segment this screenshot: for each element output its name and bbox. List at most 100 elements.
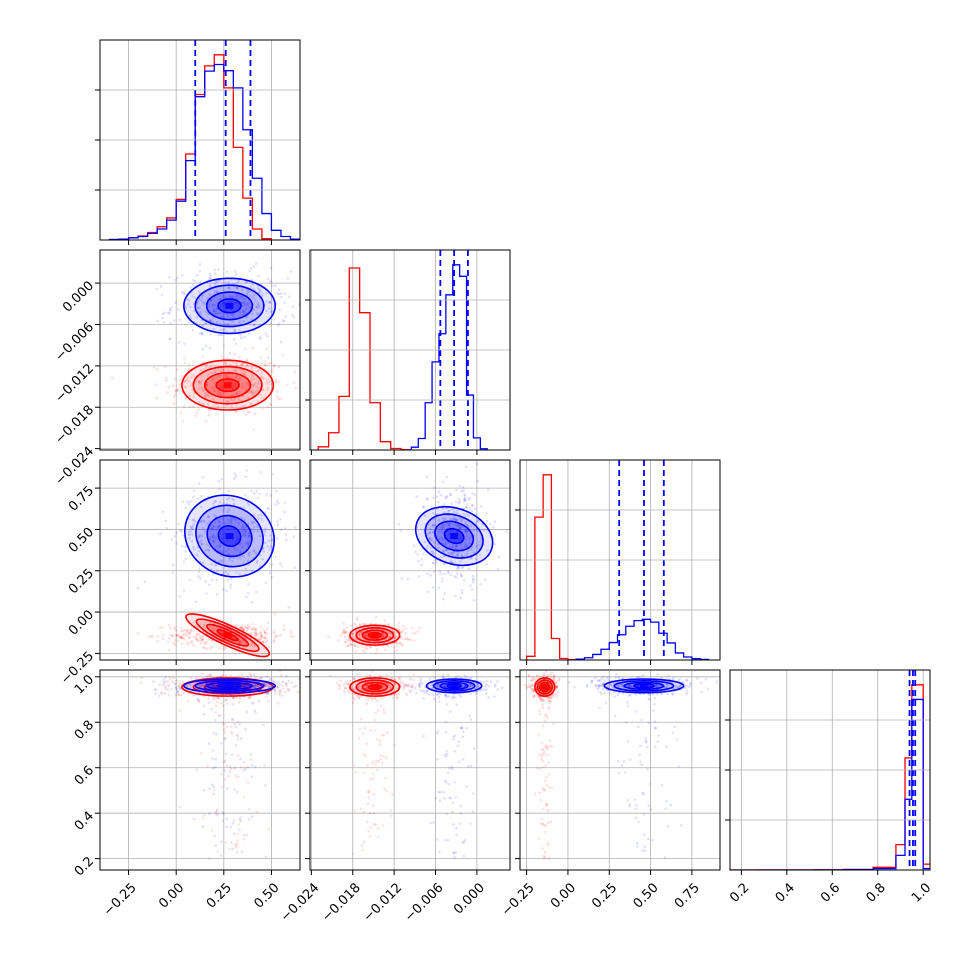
scatter-point bbox=[666, 825, 670, 829]
scatter-point bbox=[238, 640, 242, 644]
scatter-point bbox=[454, 511, 458, 515]
scatter-point bbox=[253, 631, 257, 635]
scatter-point bbox=[179, 378, 183, 382]
scatter-point bbox=[185, 631, 188, 635]
scatter-point bbox=[240, 627, 244, 631]
scatter-point bbox=[529, 684, 533, 688]
scatter-point bbox=[212, 513, 216, 517]
scatter-point bbox=[175, 531, 178, 535]
scatter-point bbox=[541, 724, 545, 728]
scatter-point bbox=[241, 628, 244, 631]
scatter-point bbox=[259, 470, 262, 474]
scatter-point bbox=[256, 312, 259, 316]
scatter-point bbox=[376, 709, 380, 712]
scatter-point bbox=[283, 526, 287, 530]
scatter-point bbox=[472, 599, 476, 602]
scatter-point bbox=[280, 528, 283, 532]
scatter-point bbox=[346, 644, 350, 648]
histogram-series-1 bbox=[108, 63, 300, 240]
scatter-point bbox=[262, 723, 265, 727]
scatter-point bbox=[210, 567, 213, 571]
scatter-point bbox=[358, 727, 362, 731]
scatter-point bbox=[400, 637, 404, 641]
scatter-point bbox=[263, 636, 266, 640]
scatter-point bbox=[401, 624, 405, 628]
scatter-point bbox=[192, 545, 195, 549]
scatter-point bbox=[353, 677, 356, 681]
scatter-point bbox=[250, 641, 253, 645]
scatter-point bbox=[448, 522, 452, 526]
scatter-point bbox=[373, 697, 377, 701]
scatter-point bbox=[423, 540, 426, 544]
scatter-point bbox=[236, 733, 239, 737]
scatter-point bbox=[194, 633, 198, 636]
scatter-point bbox=[453, 749, 457, 753]
scatter-point bbox=[455, 524, 459, 528]
scatter-point bbox=[250, 367, 254, 370]
scatter-point bbox=[460, 726, 463, 729]
scatter-point bbox=[544, 779, 547, 783]
scatter-point bbox=[250, 318, 254, 321]
scatter-point bbox=[206, 764, 210, 768]
scatter-point bbox=[235, 286, 239, 290]
scatter-point bbox=[175, 679, 178, 683]
scatter-point bbox=[168, 684, 171, 688]
scatter-point bbox=[449, 493, 452, 497]
scatter-point bbox=[205, 363, 208, 367]
scatter-point bbox=[429, 574, 432, 577]
scatter-point bbox=[230, 380, 234, 383]
scatter-point bbox=[201, 816, 205, 820]
scatter-point bbox=[245, 630, 249, 633]
scatter-point bbox=[197, 549, 200, 553]
scatter-point bbox=[542, 750, 546, 754]
scatter-point bbox=[157, 694, 161, 698]
scatter-point bbox=[254, 684, 257, 688]
scatter-point bbox=[444, 693, 448, 697]
scatter-point bbox=[396, 649, 399, 652]
scatter-point bbox=[197, 632, 200, 635]
scatter-point bbox=[469, 822, 472, 826]
scatter-point bbox=[275, 499, 279, 503]
scatter-point bbox=[353, 644, 356, 647]
scatter-point bbox=[246, 676, 250, 679]
scatter-point bbox=[179, 693, 183, 697]
scatter-point bbox=[161, 633, 165, 637]
scatter-point bbox=[259, 633, 263, 636]
scatter-point bbox=[182, 291, 186, 295]
scatter-point bbox=[196, 306, 200, 309]
scatter-point bbox=[234, 696, 238, 700]
scatter-point bbox=[278, 693, 281, 696]
scatter-point bbox=[212, 684, 215, 688]
scatter-point bbox=[257, 637, 260, 641]
scatter-point bbox=[264, 527, 267, 530]
scatter-point bbox=[188, 683, 192, 687]
scatter-point bbox=[224, 698, 228, 702]
scatter-point bbox=[270, 678, 274, 681]
scatter-point bbox=[477, 519, 480, 523]
scatter-point bbox=[264, 631, 267, 634]
scatter-point bbox=[444, 524, 447, 527]
scatter-point bbox=[706, 687, 710, 691]
scatter-point bbox=[473, 493, 477, 497]
panel-content bbox=[136, 469, 300, 658]
scatter-point bbox=[247, 305, 251, 309]
scatter-point bbox=[365, 820, 369, 824]
scatter-point bbox=[466, 549, 470, 552]
scatter-point bbox=[404, 683, 407, 687]
scatter-point bbox=[441, 507, 445, 510]
scatter-point bbox=[265, 309, 268, 313]
scatter-point bbox=[431, 549, 434, 553]
scatter-point bbox=[343, 640, 347, 643]
scatter-point bbox=[242, 833, 246, 837]
scatter-point bbox=[465, 545, 469, 549]
scatter-point bbox=[264, 581, 268, 585]
scatter-point bbox=[233, 472, 237, 476]
scatter-point bbox=[444, 496, 447, 500]
scatter-point bbox=[187, 380, 191, 384]
scatter-point bbox=[220, 785, 223, 789]
scatter-point bbox=[200, 494, 203, 498]
scatter-point bbox=[189, 500, 193, 503]
scatter-point bbox=[314, 680, 317, 683]
scatter-point bbox=[555, 680, 559, 684]
scatter-point bbox=[362, 771, 365, 775]
